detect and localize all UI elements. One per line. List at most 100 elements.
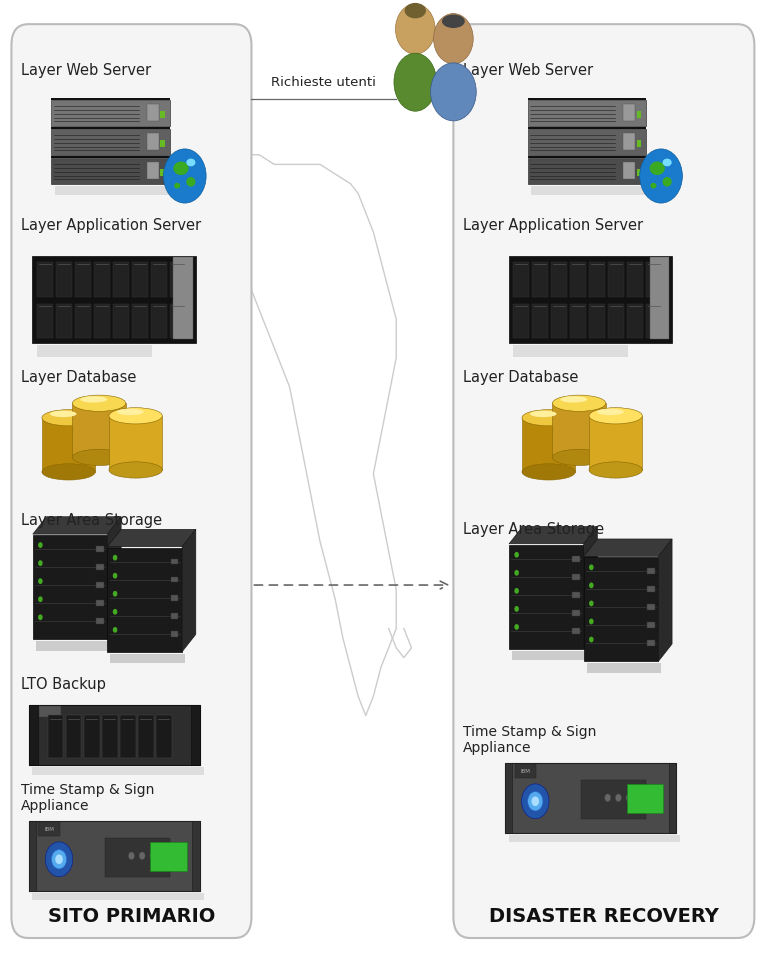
Bar <box>39 706 60 717</box>
Bar <box>608 304 624 338</box>
Bar <box>56 304 72 338</box>
Bar <box>637 140 642 148</box>
Polygon shape <box>584 539 672 556</box>
Polygon shape <box>107 529 196 546</box>
Bar <box>75 262 91 297</box>
Circle shape <box>615 794 621 802</box>
Ellipse shape <box>530 411 556 417</box>
Ellipse shape <box>649 161 664 175</box>
Polygon shape <box>107 516 121 639</box>
Bar <box>120 715 136 758</box>
Ellipse shape <box>589 462 642 478</box>
Bar <box>151 304 167 338</box>
Bar <box>623 132 636 150</box>
Polygon shape <box>33 516 121 534</box>
Circle shape <box>113 627 117 632</box>
Bar <box>572 556 580 562</box>
Bar <box>152 168 157 176</box>
Bar <box>623 161 636 180</box>
Bar <box>572 573 580 579</box>
Bar <box>626 784 663 813</box>
Ellipse shape <box>72 450 126 465</box>
Bar <box>160 140 165 148</box>
Bar <box>96 546 104 552</box>
Bar <box>581 780 646 819</box>
Text: Richieste utenti: Richieste utenti <box>271 76 376 89</box>
Bar <box>623 104 636 122</box>
Bar <box>515 764 536 778</box>
Bar <box>669 763 677 833</box>
Circle shape <box>637 794 643 802</box>
Circle shape <box>38 614 43 620</box>
Bar <box>528 130 646 155</box>
Bar <box>160 111 165 119</box>
Circle shape <box>626 794 632 802</box>
Circle shape <box>514 606 519 612</box>
Bar <box>171 613 178 619</box>
Ellipse shape <box>394 53 437 111</box>
Bar <box>629 111 634 119</box>
Bar <box>66 715 82 758</box>
Circle shape <box>38 597 43 602</box>
Ellipse shape <box>405 3 426 18</box>
Ellipse shape <box>186 177 195 187</box>
Text: Layer Area Storage: Layer Area Storage <box>21 513 162 528</box>
Ellipse shape <box>42 410 95 425</box>
Bar <box>37 345 152 357</box>
Ellipse shape <box>522 410 575 425</box>
Bar <box>146 104 158 122</box>
Circle shape <box>522 784 549 819</box>
Text: IBM: IBM <box>44 827 54 832</box>
Bar <box>589 262 605 297</box>
Text: Time Stamp & Sign
Appliance: Time Stamp & Sign Appliance <box>463 724 596 755</box>
Circle shape <box>434 14 473 64</box>
Circle shape <box>38 560 43 566</box>
Ellipse shape <box>117 409 143 415</box>
Text: Layer Web Server: Layer Web Server <box>463 63 593 78</box>
Bar <box>192 821 200 891</box>
Bar <box>94 304 110 338</box>
Circle shape <box>51 850 66 869</box>
Bar <box>96 601 104 606</box>
Bar <box>47 715 63 758</box>
Bar <box>51 156 169 159</box>
Bar <box>528 101 646 126</box>
Circle shape <box>514 570 519 575</box>
Bar <box>94 262 110 297</box>
Bar <box>627 262 643 297</box>
Bar <box>33 535 107 639</box>
Bar <box>152 111 157 119</box>
Text: SITO PRIMARIO: SITO PRIMARIO <box>48 907 215 926</box>
Polygon shape <box>658 539 672 661</box>
Bar <box>160 168 165 176</box>
Bar <box>96 582 104 588</box>
Bar <box>171 559 178 565</box>
Bar <box>72 403 126 457</box>
Circle shape <box>160 852 166 860</box>
Bar <box>55 186 173 195</box>
Ellipse shape <box>186 159 195 166</box>
Bar <box>528 159 646 184</box>
Bar <box>32 767 204 775</box>
Bar <box>649 257 670 339</box>
Circle shape <box>113 555 117 561</box>
Bar <box>38 822 59 836</box>
Circle shape <box>113 609 117 615</box>
Bar <box>552 403 606 457</box>
Bar <box>32 893 204 900</box>
Bar <box>570 304 586 338</box>
Bar <box>109 416 162 470</box>
Bar <box>504 763 513 833</box>
Circle shape <box>45 842 72 877</box>
Ellipse shape <box>80 396 107 402</box>
Bar <box>32 256 197 343</box>
Circle shape <box>139 852 145 860</box>
Text: IBM: IBM <box>520 769 530 774</box>
Ellipse shape <box>72 396 126 411</box>
Bar <box>509 544 584 649</box>
Bar <box>102 715 117 758</box>
Ellipse shape <box>109 408 162 424</box>
Bar <box>528 128 646 130</box>
Bar <box>113 262 129 297</box>
Text: Time Stamp & Sign
Appliance: Time Stamp & Sign Appliance <box>21 782 154 813</box>
